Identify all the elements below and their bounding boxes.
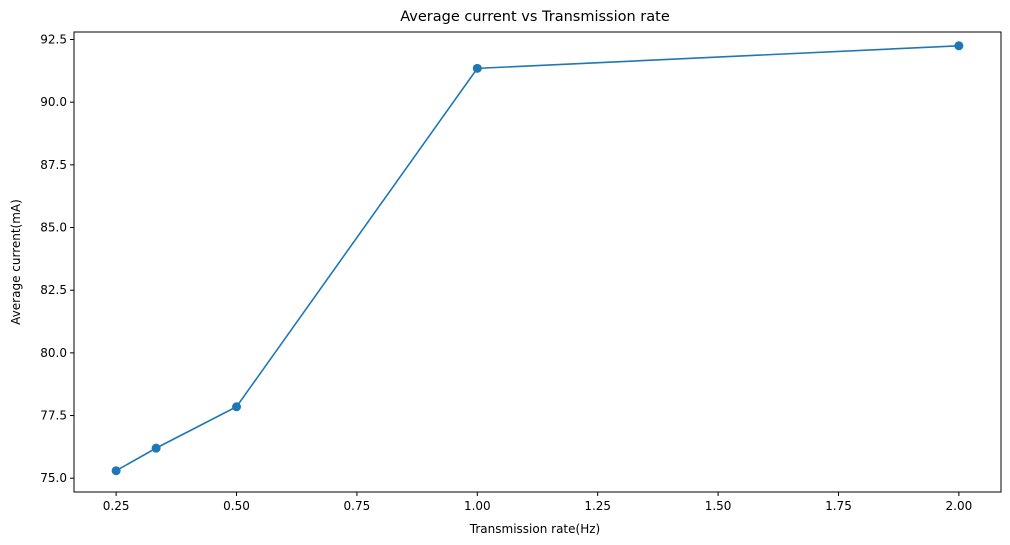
y-axis: 75.0 77.5 80.0 82.5 85.0 87.5 90.0 92.5	[40, 33, 74, 485]
x-tick-label: 0.75	[344, 499, 371, 513]
x-tick-label: 0.25	[103, 499, 130, 513]
x-axis: 0.25 0.50 0.75 1.00 1.25 1.50 1.75 2.00	[103, 492, 972, 513]
data-point	[111, 466, 121, 476]
data-point	[232, 402, 242, 412]
y-tick-label: 85.0	[40, 221, 67, 235]
y-tick-label: 77.5	[40, 409, 67, 423]
data-point	[151, 443, 161, 453]
x-tick-label: 1.50	[705, 499, 732, 513]
y-tick-label: 75.0	[40, 471, 67, 485]
data-point	[954, 41, 964, 51]
y-tick-label: 80.0	[40, 346, 67, 360]
data-point	[472, 63, 482, 73]
y-tick-label: 92.5	[40, 33, 67, 47]
x-axis-title: Transmission rate(Hz)	[469, 522, 600, 536]
x-tick-label: 0.50	[223, 499, 250, 513]
y-tick-label: 87.5	[40, 158, 67, 172]
y-axis-title: Average current(mA)	[9, 199, 23, 325]
x-tick-label: 1.25	[584, 499, 611, 513]
plot-frame	[73, 31, 1002, 493]
x-tick-label: 1.00	[464, 499, 491, 513]
x-tick-label: 2.00	[946, 499, 973, 513]
chart-title: Average current vs Transmission rate	[400, 9, 670, 25]
y-tick-label: 82.5	[40, 283, 67, 297]
plot-area	[111, 41, 964, 476]
y-tick-label: 90.0	[40, 95, 67, 109]
series-line	[115, 44, 959, 472]
x-tick-label: 1.75	[825, 499, 852, 513]
